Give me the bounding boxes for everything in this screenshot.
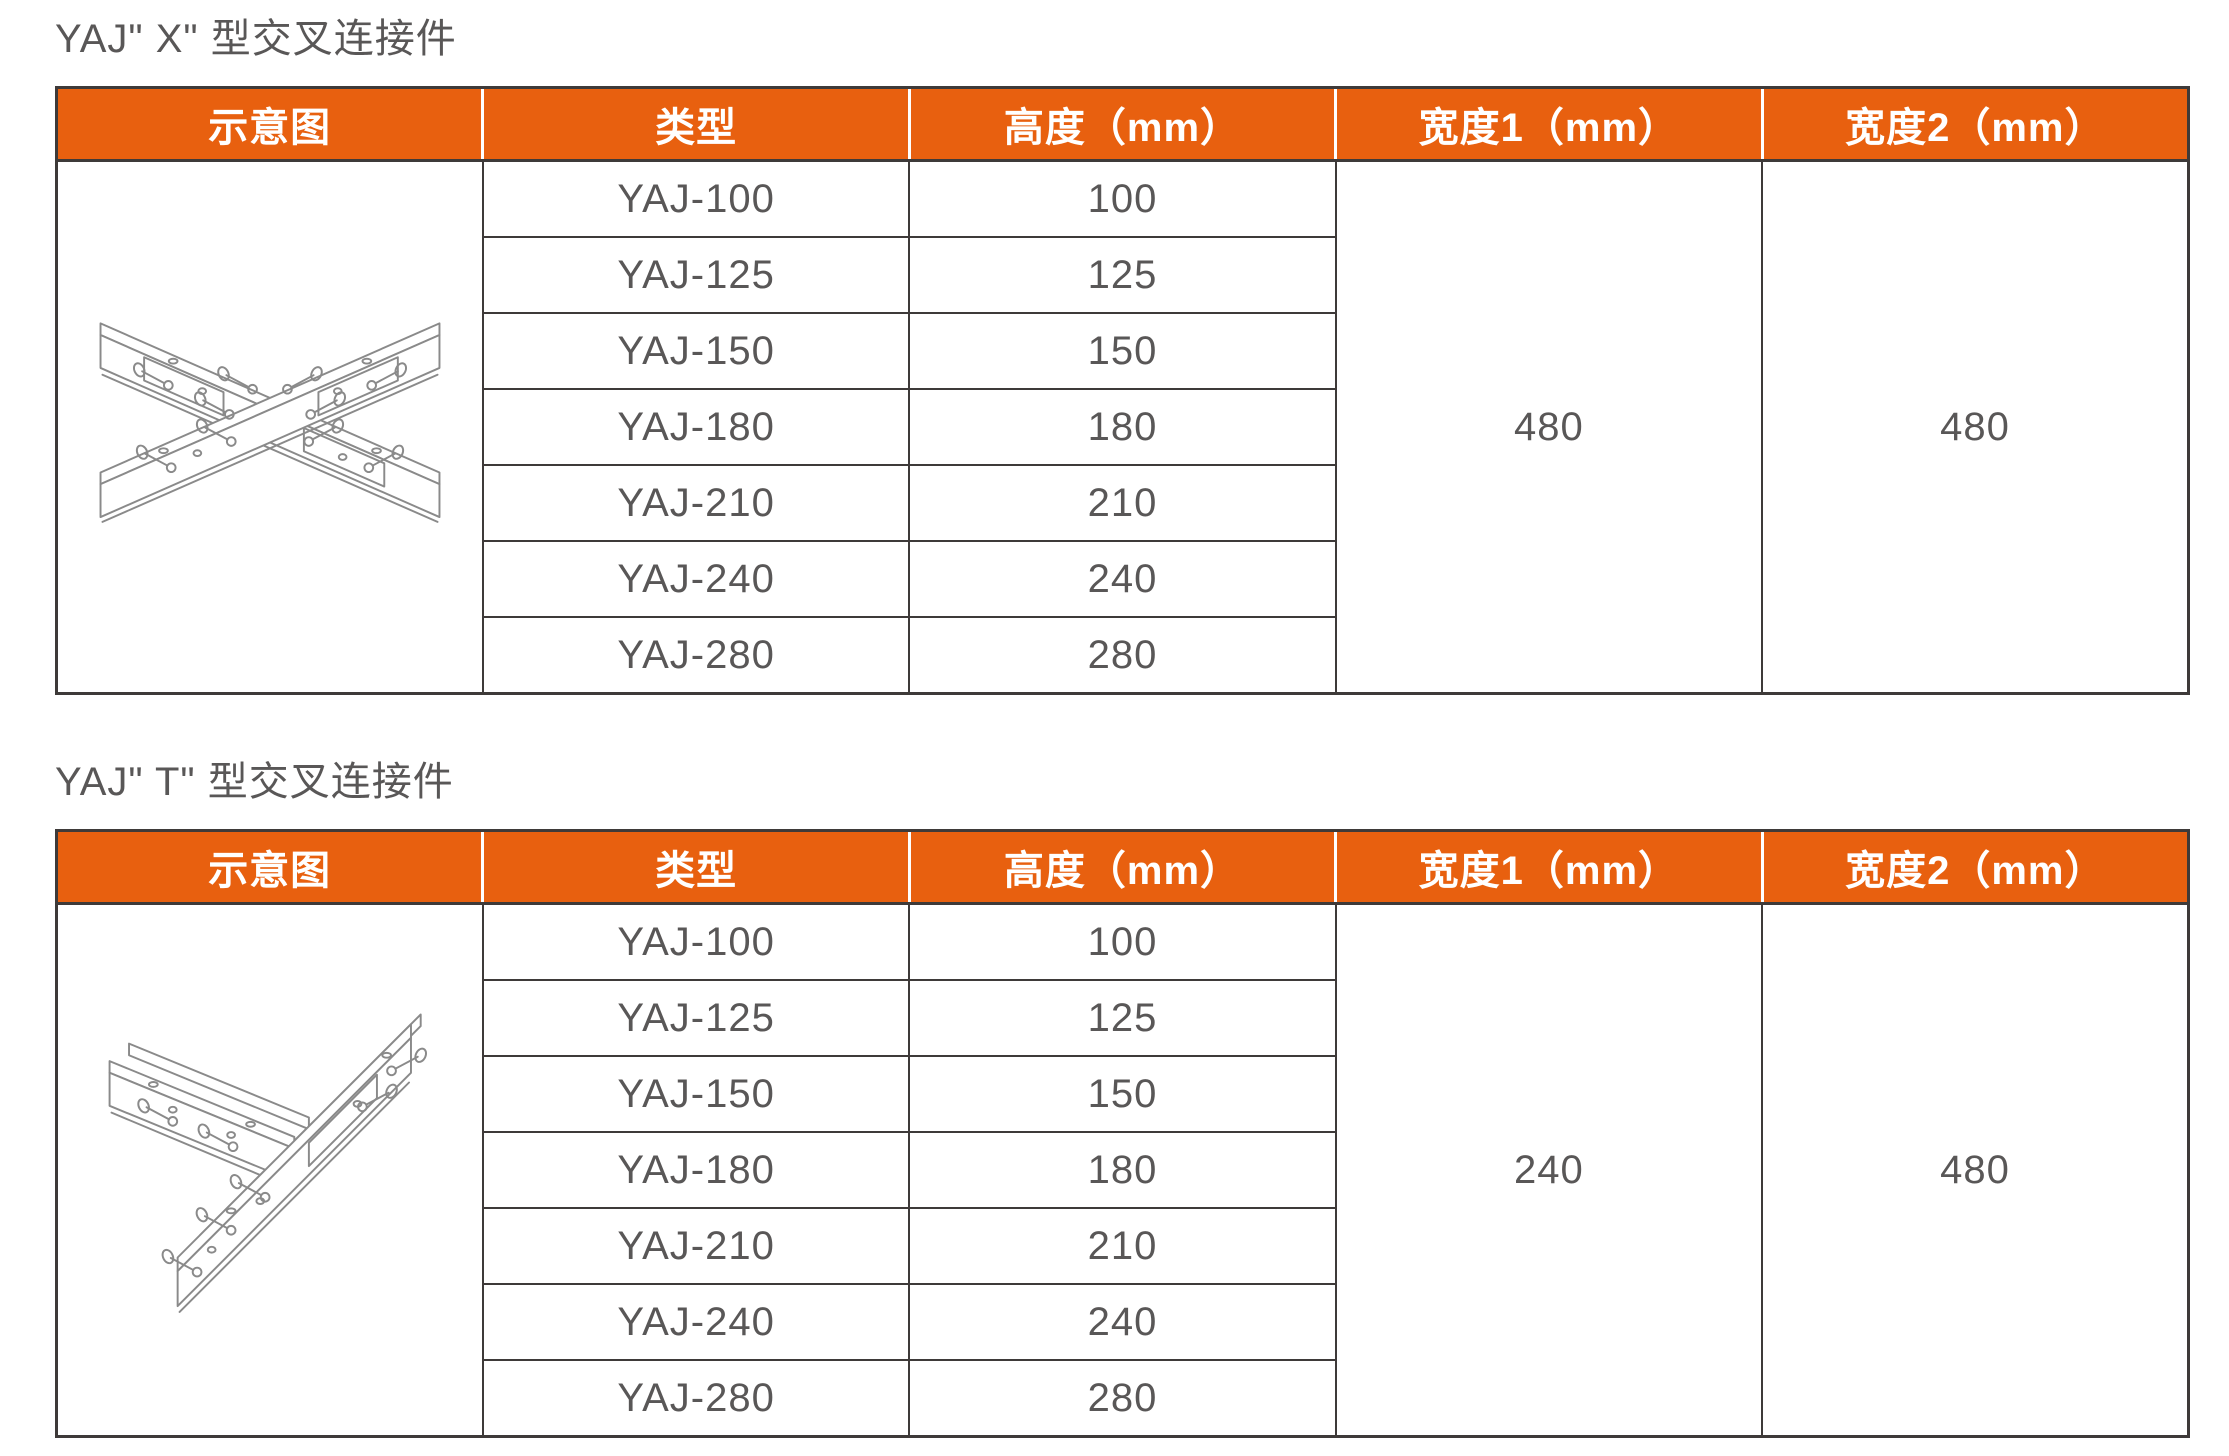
schematic-cell-t [55, 902, 484, 1438]
spec-table-x: 示意图 类型 高度（mm） 宽度1（mm） 宽度2（mm） [54, 86, 2190, 695]
table-row: YAJ-180 180 [57, 388, 2189, 466]
height-cell: 180 [908, 388, 1337, 466]
table-row: YAJ-150 150 [57, 1055, 2189, 1133]
type-cell: YAJ-125 [481, 236, 911, 314]
height-cell: 125 [908, 979, 1337, 1057]
col-header-width1: 宽度1（mm） [1334, 829, 1763, 905]
col-header-width2: 宽度2（mm） [1760, 86, 2189, 162]
col-header-type: 类型 [481, 829, 910, 905]
table-row: YAJ-150 150 [57, 312, 2189, 390]
type-cell: YAJ-240 [481, 1283, 911, 1361]
type-cell: YAJ-100 [481, 902, 911, 981]
type-cell: YAJ-125 [481, 979, 911, 1057]
height-cell: 210 [908, 1207, 1337, 1285]
height-cell: 280 [908, 1359, 1337, 1438]
col-header-height: 高度（mm） [907, 86, 1336, 162]
table-row: YAJ-180 180 [57, 1131, 2189, 1209]
type-cell: YAJ-240 [481, 540, 911, 618]
col-header-schematic: 示意图 [54, 829, 483, 905]
width2-cell: 480 [1761, 159, 2190, 695]
height-cell: 240 [908, 1283, 1337, 1361]
t-type-cross-connector-drawing [108, 1013, 430, 1313]
type-cell: YAJ-210 [481, 464, 911, 542]
table-row: YAJ-210 210 [57, 464, 2189, 542]
height-cell: 125 [908, 236, 1337, 314]
type-cell: YAJ-180 [481, 1131, 911, 1209]
col-header-width1: 宽度1（mm） [1334, 86, 1763, 162]
section-title-t: YAJ" T" 型交叉连接件 [55, 760, 454, 804]
header-row: 示意图 类型 高度（mm） 宽度1（mm） 宽度2（mm） [54, 829, 2189, 905]
table-row: YAJ-280 280 [57, 1359, 2189, 1438]
table-row: YAJ-210 210 [57, 1207, 2189, 1285]
height-cell: 180 [908, 1131, 1337, 1209]
table-row: YAJ-240 240 [57, 1283, 2189, 1361]
spec-table-t: 示意图 类型 高度（mm） 宽度1（mm） 宽度2（mm） [54, 829, 2190, 1438]
table-row: YAJ-125 125 [57, 979, 2189, 1057]
type-cell: YAJ-150 [481, 1055, 911, 1133]
header-row: 示意图 类型 高度（mm） 宽度1（mm） 宽度2（mm） [54, 86, 2189, 162]
height-cell: 210 [908, 464, 1337, 542]
width1-cell: 240 [1334, 902, 1764, 1438]
x-type-cross-connector-drawing [99, 322, 441, 523]
table-row: YAJ-125 125 [57, 236, 2189, 314]
type-cell: YAJ-180 [481, 388, 911, 466]
col-header-type: 类型 [481, 86, 910, 162]
height-cell: 150 [908, 312, 1337, 390]
type-cell: YAJ-210 [481, 1207, 911, 1285]
table-row: YAJ-100 100 480 480 [55, 159, 2190, 695]
col-header-width2: 宽度2（mm） [1760, 829, 2189, 905]
type-cell: YAJ-150 [481, 312, 911, 390]
width1-cell: 480 [1334, 159, 1764, 695]
type-cell: YAJ-280 [481, 1359, 911, 1438]
height-cell: 150 [908, 1055, 1337, 1133]
table-row: YAJ-100 100 240 480 [55, 902, 2190, 1438]
height-cell: 240 [908, 540, 1337, 618]
width2-cell: 480 [1761, 902, 2190, 1438]
col-header-height: 高度（mm） [907, 829, 1336, 905]
col-header-schematic: 示意图 [54, 86, 483, 162]
height-cell: 100 [908, 159, 1337, 238]
table-row: YAJ-280 280 [57, 616, 2189, 695]
table-row: YAJ-240 240 [57, 540, 2189, 618]
schematic-cell-x [55, 159, 484, 695]
section-title-x: YAJ" X" 型交叉连接件 [55, 17, 457, 61]
type-cell: YAJ-280 [481, 616, 911, 695]
height-cell: 100 [908, 902, 1337, 981]
type-cell: YAJ-100 [481, 159, 911, 238]
height-cell: 280 [908, 616, 1337, 695]
